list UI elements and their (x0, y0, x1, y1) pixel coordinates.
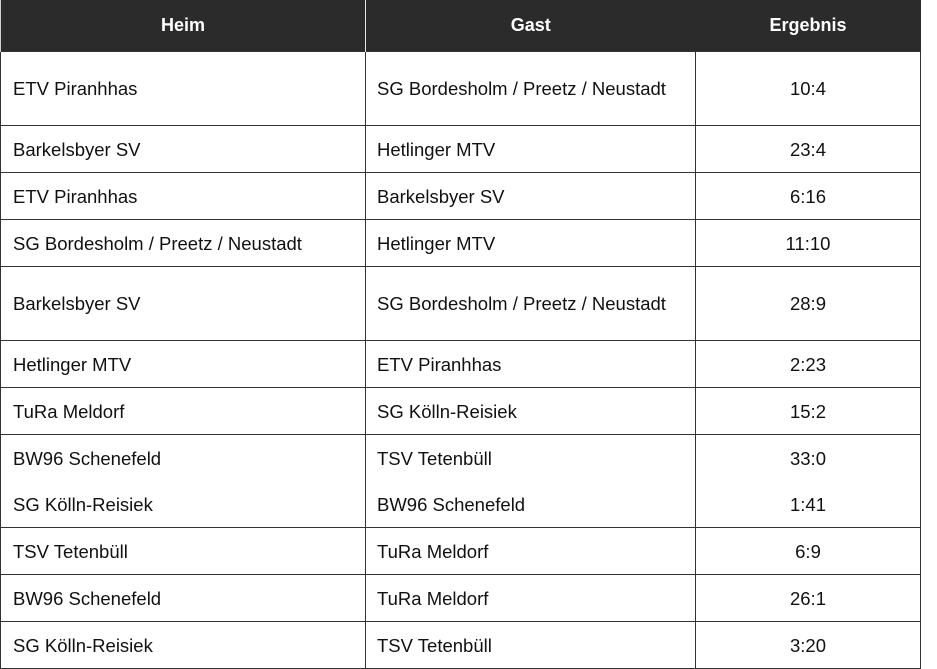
cell-ergebnis: 10:4 (695, 51, 921, 126)
cell-ergebnis: 6:9 (695, 527, 921, 575)
cell-heim: BW96 Schenefeld (0, 574, 366, 622)
cell-gast: SG Bordesholm / Preetz / Neustadt (365, 266, 696, 341)
cell-gast: Hetlinger MTV (365, 219, 696, 267)
table-row: SG Bordesholm / Preetz / Neustadt Hetlin… (0, 219, 921, 267)
cell-ergebnis: 11:10 (695, 219, 921, 267)
cell-gast: SG Bordesholm / Preetz / Neustadt (365, 51, 696, 126)
table-row: TuRa Meldorf SG Kölln-Reisiek 15:2 (0, 387, 921, 435)
cell-heim: SG Kölln-Reisiek (0, 621, 366, 669)
cell-gast: ETV Piranhhas (365, 340, 696, 388)
column-header-heim: Heim (0, 0, 366, 52)
cell-gast: Barkelsbyer SV (365, 172, 696, 220)
table-header: Heim Gast Ergebnis (0, 0, 921, 52)
cell-heim: Hetlinger MTV (0, 340, 366, 388)
cell-heim: TuRa Meldorf (0, 387, 366, 435)
cell-ergebnis: 33:0 (695, 434, 921, 481)
cell-heim: Barkelsbyer SV (0, 125, 366, 173)
cell-heim: SG Kölln-Reisiek (0, 481, 366, 528)
table-row: ETV Piranhhas SG Bordesholm / Preetz / N… (0, 51, 921, 126)
table-row: BW96 Schenefeld TuRa Meldorf 26:1 (0, 574, 921, 622)
cell-heim: ETV Piranhhas (0, 172, 366, 220)
table-row: TSV Tetenbüll TuRa Meldorf 6:9 (0, 527, 921, 575)
cell-ergebnis: 26:1 (695, 574, 921, 622)
table-row: Hetlinger MTV ETV Piranhhas 2:23 (0, 340, 921, 388)
table-row: ETV Piranhhas Barkelsbyer SV 6:16 (0, 172, 921, 220)
cell-gast: TSV Tetenbüll (365, 621, 696, 669)
cell-heim: BW96 Schenefeld (0, 434, 366, 481)
cell-gast: TuRa Meldorf (365, 527, 696, 575)
cell-ergebnis: 3:20 (695, 621, 921, 669)
cell-ergebnis: 23:4 (695, 125, 921, 173)
cell-heim: SG Bordesholm / Preetz / Neustadt (0, 219, 366, 267)
column-header-gast: Gast (365, 0, 696, 52)
cell-ergebnis: 1:41 (695, 481, 921, 528)
table-row: BW96 Schenefeld TSV Tetenbüll 33:0 (0, 434, 921, 481)
cell-heim: TSV Tetenbüll (0, 527, 366, 575)
cell-ergebnis: 28:9 (695, 266, 921, 341)
cell-gast: TuRa Meldorf (365, 574, 696, 622)
table-row: Barkelsbyer SV Hetlinger MTV 23:4 (0, 125, 921, 173)
column-header-ergebnis: Ergebnis (695, 0, 921, 52)
cell-gast: BW96 Schenefeld (365, 481, 696, 528)
cell-gast: Hetlinger MTV (365, 125, 696, 173)
table-row: SG Kölln-Reisiek BW96 Schenefeld 1:41 (0, 481, 921, 528)
cell-ergebnis: 6:16 (695, 172, 921, 220)
cell-gast: TSV Tetenbüll (365, 434, 696, 481)
cell-heim: Barkelsbyer SV (0, 266, 366, 341)
table-body: ETV Piranhhas SG Bordesholm / Preetz / N… (0, 51, 921, 669)
table-row: SG Kölln-Reisiek TSV Tetenbüll 3:20 (0, 621, 921, 669)
cell-heim: ETV Piranhhas (0, 51, 366, 126)
cell-gast: SG Kölln-Reisiek (365, 387, 696, 435)
table-row: Barkelsbyer SV SG Bordesholm / Preetz / … (0, 266, 921, 341)
cell-ergebnis: 15:2 (695, 387, 921, 435)
cell-ergebnis: 2:23 (695, 340, 921, 388)
